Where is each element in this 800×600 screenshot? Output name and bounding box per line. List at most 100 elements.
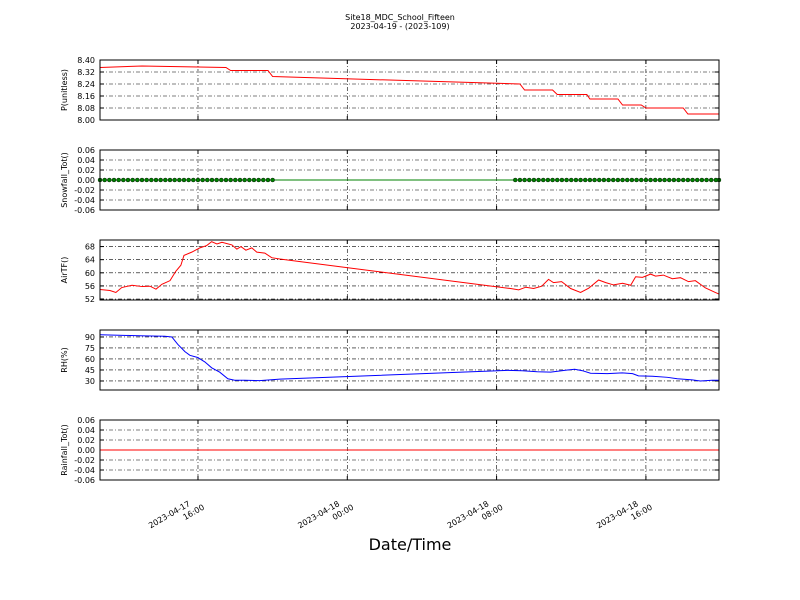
plot-frame bbox=[99, 329, 720, 391]
data-point bbox=[125, 177, 131, 183]
y-tick-label: 0.02 bbox=[77, 166, 95, 175]
data-point bbox=[205, 177, 210, 183]
data-point bbox=[569, 177, 574, 183]
y-axis-label: AirTF() bbox=[60, 257, 69, 284]
y-tick-label: -0.04 bbox=[74, 196, 95, 205]
data-point bbox=[261, 177, 266, 183]
x-axis-label: Date/Time bbox=[369, 535, 452, 554]
y-axis-label: RH(%) bbox=[60, 347, 69, 372]
data-point bbox=[242, 177, 247, 183]
data-point bbox=[564, 177, 569, 183]
data-point bbox=[153, 177, 159, 183]
data-point bbox=[615, 177, 621, 183]
data-point bbox=[587, 177, 593, 183]
data-point bbox=[639, 177, 644, 183]
data-point bbox=[195, 177, 201, 183]
data-point bbox=[625, 177, 630, 183]
data-point bbox=[634, 177, 639, 183]
data-point bbox=[149, 177, 154, 183]
data-point bbox=[513, 177, 518, 183]
plot-frame bbox=[99, 149, 720, 211]
data-point bbox=[620, 177, 625, 183]
y-tick-label: 56 bbox=[85, 282, 95, 291]
data-point bbox=[657, 177, 663, 183]
data-point bbox=[681, 177, 686, 183]
data-point bbox=[107, 177, 112, 183]
data-point bbox=[527, 177, 532, 183]
data-point bbox=[606, 177, 611, 183]
data-point bbox=[685, 177, 691, 183]
y-axis-label: Snowfall_Tot() bbox=[60, 152, 69, 208]
data-point bbox=[531, 177, 537, 183]
y-tick-label: 0.06 bbox=[77, 416, 95, 425]
data-point bbox=[667, 177, 672, 183]
data-point bbox=[116, 177, 121, 183]
data-point bbox=[177, 177, 182, 183]
y-tick-label: 0.04 bbox=[77, 426, 95, 435]
plot-frame bbox=[99, 239, 720, 301]
y-tick-label: 68 bbox=[85, 243, 95, 252]
y-axis-label: Rainfall_Tot() bbox=[60, 424, 69, 476]
data-point bbox=[237, 177, 243, 183]
data-point bbox=[662, 177, 667, 183]
data-point bbox=[247, 177, 252, 183]
data-point bbox=[223, 177, 229, 183]
data-point bbox=[517, 177, 523, 183]
data-point bbox=[111, 177, 117, 183]
data-point bbox=[130, 177, 135, 183]
y-tick-label: 90 bbox=[85, 333, 95, 342]
data-point bbox=[135, 177, 140, 183]
y-tick-label: -0.04 bbox=[74, 466, 95, 475]
y-tick-label: 60 bbox=[85, 355, 95, 364]
data-point bbox=[676, 177, 681, 183]
data-point bbox=[233, 177, 238, 183]
y-tick-label: -0.02 bbox=[74, 186, 95, 195]
data-point bbox=[597, 177, 602, 183]
data-point bbox=[690, 177, 695, 183]
plot-frame bbox=[99, 59, 720, 121]
y-tick-label: -0.02 bbox=[74, 456, 95, 465]
chart-subtitle: 2023-04-19 - (2023-109) bbox=[350, 22, 449, 31]
data-point bbox=[219, 177, 224, 183]
data-point bbox=[559, 177, 565, 183]
data-point bbox=[522, 177, 527, 183]
chart-title: Site18_MDC_School_Fifteen bbox=[345, 13, 455, 22]
y-tick-label: 45 bbox=[85, 366, 95, 375]
data-point bbox=[191, 177, 196, 183]
data-point bbox=[545, 177, 551, 183]
data-point bbox=[121, 177, 126, 183]
y-tick-label: 75 bbox=[85, 344, 95, 353]
data-point bbox=[181, 177, 187, 183]
y-tick-label: 0.02 bbox=[77, 436, 95, 445]
data-point bbox=[653, 177, 658, 183]
data-point bbox=[629, 177, 635, 183]
data-point bbox=[578, 177, 583, 183]
plot-frame bbox=[99, 419, 720, 481]
data-point bbox=[709, 177, 714, 183]
y-tick-label: 8.40 bbox=[77, 56, 95, 65]
data-point bbox=[536, 177, 541, 183]
y-tick-label: 64 bbox=[85, 256, 95, 265]
data-point bbox=[214, 177, 219, 183]
data-point bbox=[228, 177, 233, 183]
data-point bbox=[699, 177, 705, 183]
data-point bbox=[648, 177, 653, 183]
data-point bbox=[139, 177, 145, 183]
y-tick-label: 8.16 bbox=[77, 92, 95, 101]
data-line bbox=[99, 65, 719, 115]
y-tick-label: 8.00 bbox=[77, 116, 95, 125]
data-point bbox=[251, 177, 257, 183]
y-tick-label: -0.06 bbox=[74, 206, 95, 215]
data-point bbox=[592, 177, 597, 183]
data-point bbox=[573, 177, 579, 183]
y-tick-label: 8.24 bbox=[77, 80, 95, 89]
data-line bbox=[99, 241, 720, 295]
y-tick-label: 0.04 bbox=[77, 156, 95, 165]
y-tick-label: 60 bbox=[85, 269, 95, 278]
data-point bbox=[172, 177, 177, 183]
y-tick-label: 30 bbox=[85, 377, 95, 386]
y-tick-label: 8.32 bbox=[77, 68, 95, 77]
y-tick-label: 0.00 bbox=[77, 446, 95, 455]
data-point bbox=[158, 177, 163, 183]
